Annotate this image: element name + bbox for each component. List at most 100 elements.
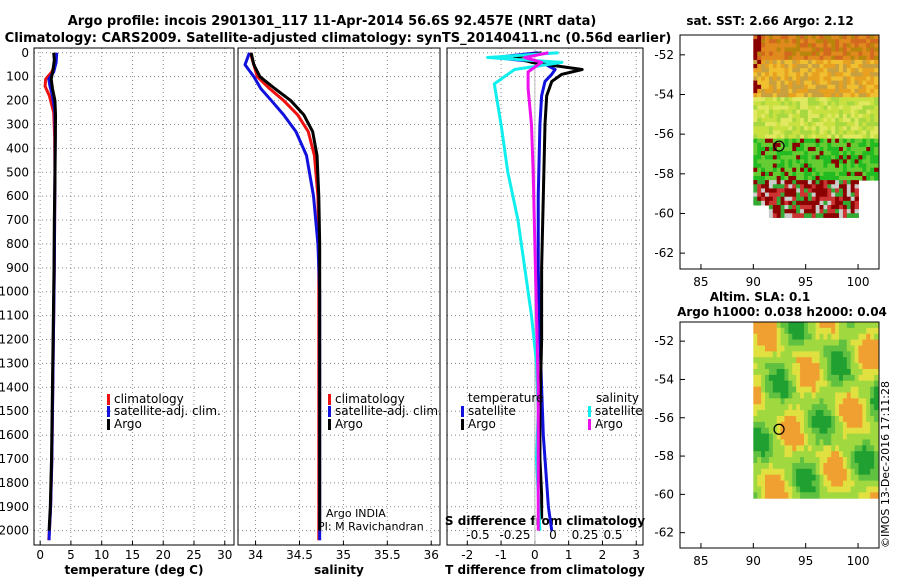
map-cell [819,421,824,429]
map-cell [870,427,875,435]
map-cell [772,59,778,65]
map-cell [827,345,832,352]
map-cell [784,184,789,189]
legend-swatch-temperature-satellite [461,406,464,417]
map-cell [819,480,824,487]
map-cell [846,192,852,198]
map-cell [866,43,871,48]
map-cell [768,462,774,470]
map-cell [823,163,828,169]
map-y-tick-label: -52 [654,334,674,348]
map-cell [846,445,852,452]
map-cell [796,84,801,90]
map-cell [850,117,856,123]
map-cell [811,357,817,364]
map-cell [835,327,840,335]
map-cell [842,351,848,358]
map-frame [679,321,880,549]
map-cell [827,200,832,206]
map-cell [792,68,797,73]
map-cell [874,105,879,111]
map-cell [870,93,875,98]
map-cell [780,427,785,435]
map-cell [796,333,801,341]
x-tick-label: -2 [461,548,473,562]
map-cell [815,146,821,152]
map-cell [850,492,856,499]
map-cell [866,97,871,102]
map-cell [792,457,797,464]
map-cell [870,421,875,429]
map-cell [819,209,824,214]
map-cell [792,134,797,140]
map-cell [753,117,758,123]
map-cell [792,122,797,127]
map-cell [858,351,863,358]
map-cell [839,427,844,435]
map-cell [823,192,828,198]
map-cell [807,213,813,218]
map-cell [823,462,828,470]
legend-label-salinity-satellite: satellite [595,404,643,418]
map-cell [776,188,782,194]
x-tick-label: 20 [156,548,171,562]
map-cell [776,380,782,388]
map-cell [835,76,840,82]
map-cell [842,109,848,115]
map-cell [811,196,817,202]
map-cell [788,351,793,358]
map-cell [772,130,778,136]
map-cell [807,39,813,44]
map-cell [811,480,817,487]
map-cell [753,439,758,446]
map-cell [839,130,844,136]
map-cell [800,155,805,160]
map-cell [800,421,805,429]
map-cell [807,72,813,77]
map-cell [846,339,852,346]
map-cell [811,333,817,341]
y-tick-label: 1100 [0,309,29,323]
map-cell [788,109,793,115]
map-y-tick-label: -58 [654,449,674,463]
map-cell [800,138,805,144]
map-cell [780,64,785,69]
x-tick-label: 3 [632,548,640,562]
map-cell [807,134,813,140]
map-cell [800,159,805,165]
map-cell [776,322,782,329]
map-cell [842,439,848,446]
map-cell [807,439,813,446]
map-cell [811,138,817,144]
map-cell [850,486,856,493]
map-cell [800,113,805,119]
map-cell [831,200,836,206]
map-cell [835,113,840,119]
map-cell [870,163,875,169]
map-cell [831,398,836,405]
map-cell [788,43,793,48]
map-cell [870,59,875,65]
map-cell [800,433,805,440]
map-cell [862,59,867,65]
map-cell [772,398,778,405]
map-cell [761,386,766,393]
map-cell [803,105,809,111]
map-cell [784,374,789,382]
map-cell [803,322,809,329]
map-cell [788,142,793,148]
map-cell [862,35,867,40]
map-cell [765,175,770,181]
map-cell [823,398,828,405]
x-tick-label-secondary: 0.5 [603,528,622,542]
map-cell [780,47,785,53]
map-cell [870,339,875,346]
map-cell [788,398,793,405]
map-cell [753,421,758,429]
map-cell [846,47,852,53]
x-tick-label: 0 [36,548,44,562]
map-cell [819,192,824,198]
map-cell [839,55,844,61]
map-cell [866,345,871,352]
map-cell [839,93,844,98]
